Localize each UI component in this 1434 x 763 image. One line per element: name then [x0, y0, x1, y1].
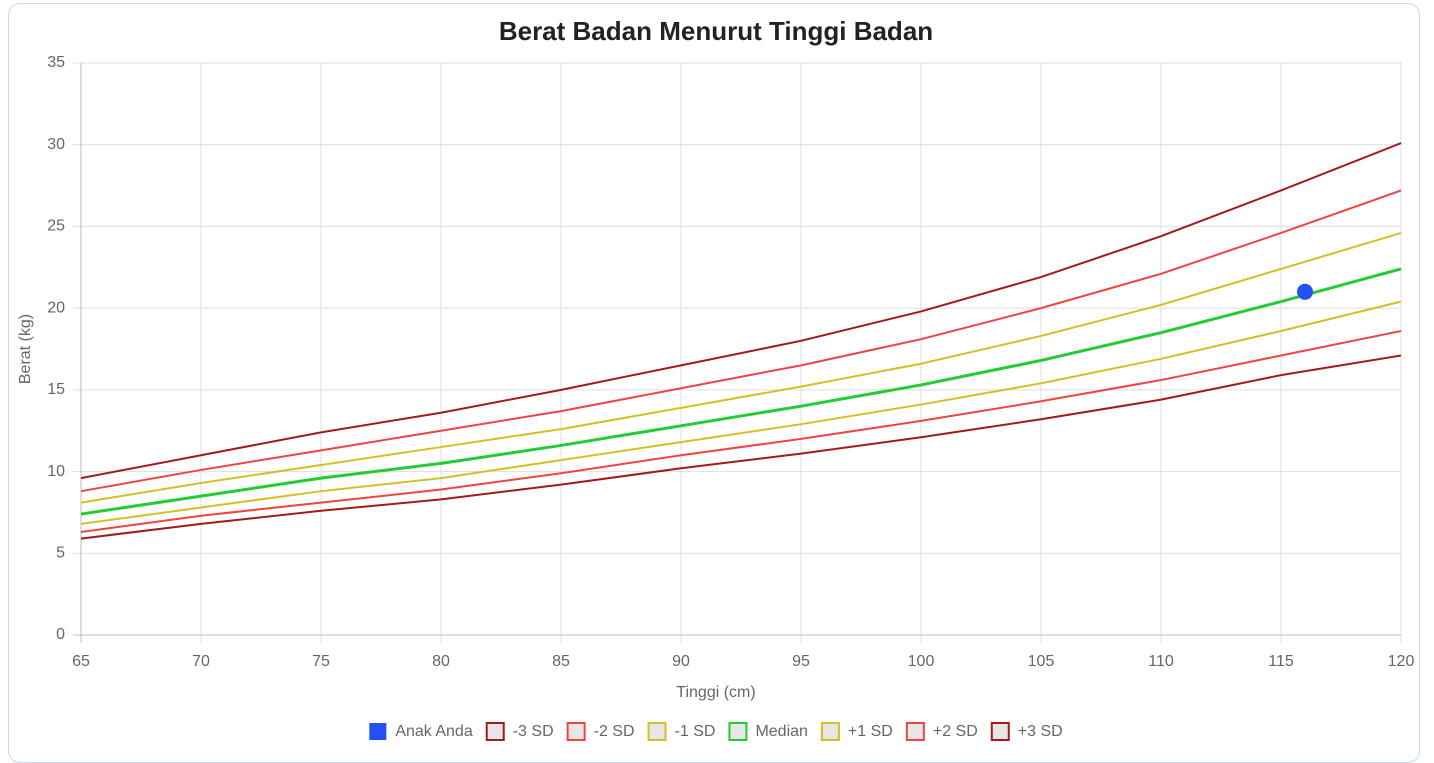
y-tick-label: 5 [56, 545, 65, 562]
x-tick-label: 120 [1388, 653, 1415, 670]
legend-label: +2 SD [933, 723, 978, 740]
x-tick-label: 65 [72, 653, 90, 670]
x-tick-label: 90 [672, 653, 690, 670]
series-line [80, 142, 1402, 480]
legend-swatch [905, 722, 925, 741]
x-tick-label: 75 [312, 653, 330, 670]
x-tick-label: 85 [552, 653, 570, 670]
legend-label: +1 SD [848, 723, 893, 740]
y-tick-label: 15 [47, 381, 65, 398]
legend-swatch [369, 723, 387, 740]
x-axis-label: Tinggi (cm) [676, 684, 755, 701]
y-tick-label: 25 [47, 218, 65, 235]
y-tick-label: 0 [56, 626, 65, 643]
legend-swatch [820, 722, 840, 741]
legend-label: +3 SD [1018, 723, 1063, 740]
x-tick-label: 115 [1268, 653, 1294, 670]
y-axis-label: Berat (kg) [17, 314, 34, 384]
legend-label: -2 SD [594, 723, 635, 740]
series-line [80, 267, 1402, 516]
x-tick-label: 70 [192, 653, 210, 670]
legend: Anak Anda -3 SD -2 SD -1 SD Median +1 SD +2 SD… [369, 722, 1063, 741]
y-tick-label: 10 [47, 463, 65, 480]
x-tick-label: 105 [1028, 653, 1055, 670]
y-tick-label: 35 [47, 54, 65, 71]
y-tick-label: 30 [47, 136, 65, 153]
series-line [80, 330, 1402, 534]
legend-label: Anak Anda [395, 723, 473, 740]
legend-swatch [647, 722, 667, 741]
legend-label: -1 SD [675, 723, 716, 740]
legend-label: Median [755, 723, 807, 740]
series-line [80, 300, 1402, 525]
y-tick-label: 20 [47, 299, 65, 316]
series-line [80, 189, 1402, 493]
legend-swatch [485, 722, 505, 741]
legend-swatch [566, 722, 586, 741]
series-line [80, 232, 1402, 504]
legend-swatch [990, 722, 1010, 741]
legend-swatch [728, 722, 748, 741]
series-line [80, 354, 1402, 540]
legend-label: -3 SD [513, 723, 554, 740]
x-tick-label: 110 [1148, 653, 1174, 670]
x-tick-label: 100 [908, 653, 935, 670]
x-tick-label: 80 [432, 653, 450, 670]
x-tick-label: 95 [792, 653, 810, 670]
chart-title: Berat Badan Menurut Tinggi Badan [499, 16, 933, 46]
data-point [1297, 283, 1313, 300]
